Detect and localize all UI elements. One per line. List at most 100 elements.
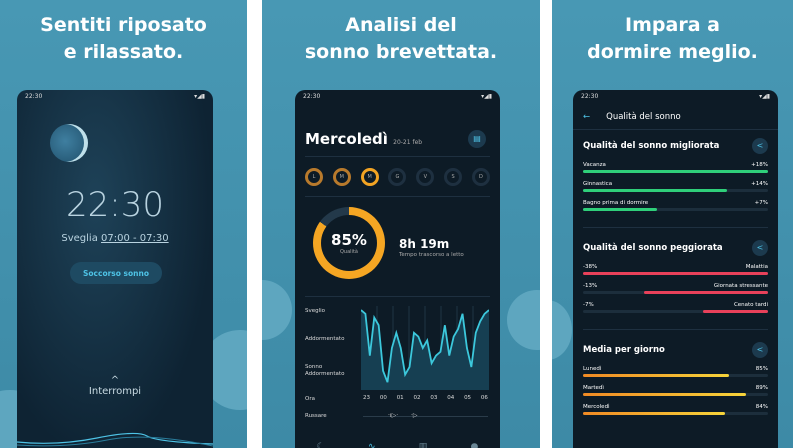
factor-bar (583, 412, 768, 415)
quality-value: 85% (331, 231, 367, 249)
factor-row: Lunedì 85% (583, 366, 768, 372)
screen-title: Qualità del sonno (606, 111, 681, 122)
factor-bar-fill (644, 291, 768, 294)
moon-nav-icon[interactable]: ☾ (316, 442, 325, 448)
per-day-section: Media per giorno < Lunedì 85% Martedì 89% Mer… (573, 334, 778, 427)
calendar-icon[interactable]: ▤ (468, 130, 486, 148)
factor-bar (583, 374, 768, 377)
weekday-button-selected[interactable]: M (360, 168, 379, 186)
factor-label: Malattia (745, 264, 768, 270)
panel-alarm: Sentiti riposato e rilassato. 22:30 ▾◢▮ 22… (0, 0, 247, 448)
time-in-bed-label: Tempo trascorso a letto (399, 252, 464, 258)
hypnogram-chart (361, 306, 489, 390)
share-icon[interactable]: < (752, 240, 768, 256)
share-icon[interactable]: < (752, 342, 768, 358)
stats-nav-icon[interactable]: ▥ (418, 442, 428, 448)
profile-nav-icon[interactable]: ● (470, 442, 479, 448)
factor-bar-fill (583, 393, 746, 396)
weekday-button[interactable]: S (444, 168, 463, 186)
section-title: Qualità del sonno peggiorata (583, 243, 723, 253)
factor-bar-fill (583, 374, 730, 377)
factor-bar-fill (583, 272, 768, 275)
worsened-section: Qualità del sonno peggiorata < -38% Malatt… (573, 232, 778, 325)
section-title: Qualità del sonno migliorata (583, 141, 720, 151)
factor-row: -7% Cenato tardi (583, 302, 768, 308)
hypnogram-area (361, 310, 489, 390)
factor-label: Ginnastica (583, 181, 613, 187)
factor-value: -38% (583, 264, 598, 270)
factor-row: Bagno prima di dormire +7% (583, 200, 768, 206)
section-title: Media per giorno (583, 345, 665, 355)
phone-alarm-screen: 22:30 ▾◢▮ 22:30 Sveglia 07:00 - 07:30 Soc… (17, 90, 213, 448)
x-tick: 00 (379, 395, 387, 401)
alarm-clock-time: 22:30 (66, 185, 164, 225)
factor-value: +18% (751, 162, 768, 168)
factor-label: Cenato tardi (733, 302, 768, 308)
cloud (552, 300, 572, 360)
weekday-button[interactable]: L (305, 168, 323, 186)
wake-window[interactable]: Sveglia 07:00 - 07:30 (17, 233, 213, 244)
share-icon[interactable]: < (752, 138, 768, 154)
weekday-selector: L M M G V S D (305, 168, 490, 186)
factor-value: -7% (583, 302, 594, 308)
headline: Sentiti riposato e rilassato. (0, 12, 247, 66)
stop-label: Interrompi (88, 386, 142, 397)
panel-quality: Impara a dormire meglio. 22:30 ▾◢▮ ← Qualit… (552, 0, 793, 448)
status-bar: 22:30 ▾◢▮ (295, 90, 500, 104)
factor-label: Mercoledì (583, 404, 610, 410)
factor-label: Lunedì (583, 366, 602, 372)
status-bar: 22:30 ▾◢▮ (17, 90, 213, 104)
divider (583, 329, 768, 330)
headline-line: dormire meglio. (587, 41, 758, 63)
factor-value: +14% (751, 181, 768, 187)
date-range: 20-21 feb (393, 139, 423, 146)
factor-bar-fill (583, 208, 657, 211)
moon-icon (50, 124, 88, 162)
factor-value: 89% (755, 385, 768, 391)
x-tick: 03 (430, 395, 438, 401)
factor-row: -38% Malattia (583, 264, 768, 270)
snore-play-icon[interactable]: ·▷ (411, 412, 418, 419)
x-tick: 02 (413, 395, 421, 401)
factor-bar-fill (703, 310, 768, 313)
chevron-up-icon: ^ (110, 375, 120, 386)
sleep-aid-button[interactable]: Soccorso sonno (70, 262, 162, 284)
phone-quality-screen: 22:30 ▾◢▮ ← Qualità del sonno Qualità del … (573, 90, 778, 448)
app-bar: ← Qualità del sonno (573, 104, 778, 130)
phone-analysis-screen: 22:30 ▾◢▮ Mercoledì 20-21 feb ▤ L M M G V… (295, 90, 500, 448)
weekday-button[interactable]: M (332, 168, 351, 186)
factor-label: Giornata stressante (713, 283, 768, 289)
weekday-button[interactable]: D (471, 168, 490, 186)
signal-battery-icon: ▾◢▮ (194, 93, 205, 100)
y-label-deep: Sonno Addormentato (305, 364, 345, 377)
x-axis-ticks: 23 00 01 02 03 04 05 06 (363, 395, 488, 401)
status-time: 22:30 (303, 93, 321, 100)
factor-row: Mercoledì 84% (583, 404, 768, 410)
signal-battery-icon: ▾◢▮ (481, 93, 492, 100)
day-name: Mercoledì (305, 130, 388, 148)
factor-label: Bagno prima di dormire (583, 200, 649, 206)
quality-label: Qualità (340, 249, 358, 255)
wake-range[interactable]: 07:00 - 07:30 (101, 233, 169, 244)
y-label-asleep: Addormentato (305, 336, 345, 342)
snore-play-icon[interactable]: ·ı▷· (388, 412, 399, 419)
headline-line: Sentiti riposato (40, 14, 207, 36)
snore-track: ·ı▷· ·▷ (363, 412, 488, 419)
factor-label: Martedì (583, 385, 604, 391)
x-tick: 04 (447, 395, 455, 401)
day-heading: Mercoledì 20-21 feb (305, 130, 422, 148)
cloud (507, 290, 540, 350)
stop-control[interactable]: ^ Interrompi (17, 375, 213, 397)
analysis-nav-icon[interactable]: ∿ (367, 442, 376, 448)
divider (305, 296, 490, 297)
factor-bar (583, 189, 768, 192)
x-tick: 23 (363, 395, 370, 401)
back-arrow-icon[interactable]: ← (583, 111, 591, 122)
weekday-button[interactable]: V (416, 168, 435, 186)
cloud (262, 280, 292, 340)
weekday-button[interactable]: G (388, 168, 407, 186)
headline-line: Impara a (625, 14, 720, 36)
divider (305, 156, 490, 157)
factor-row: -13% Giornata stressante (583, 283, 768, 289)
factor-row: Ginnastica +14% (583, 181, 768, 187)
